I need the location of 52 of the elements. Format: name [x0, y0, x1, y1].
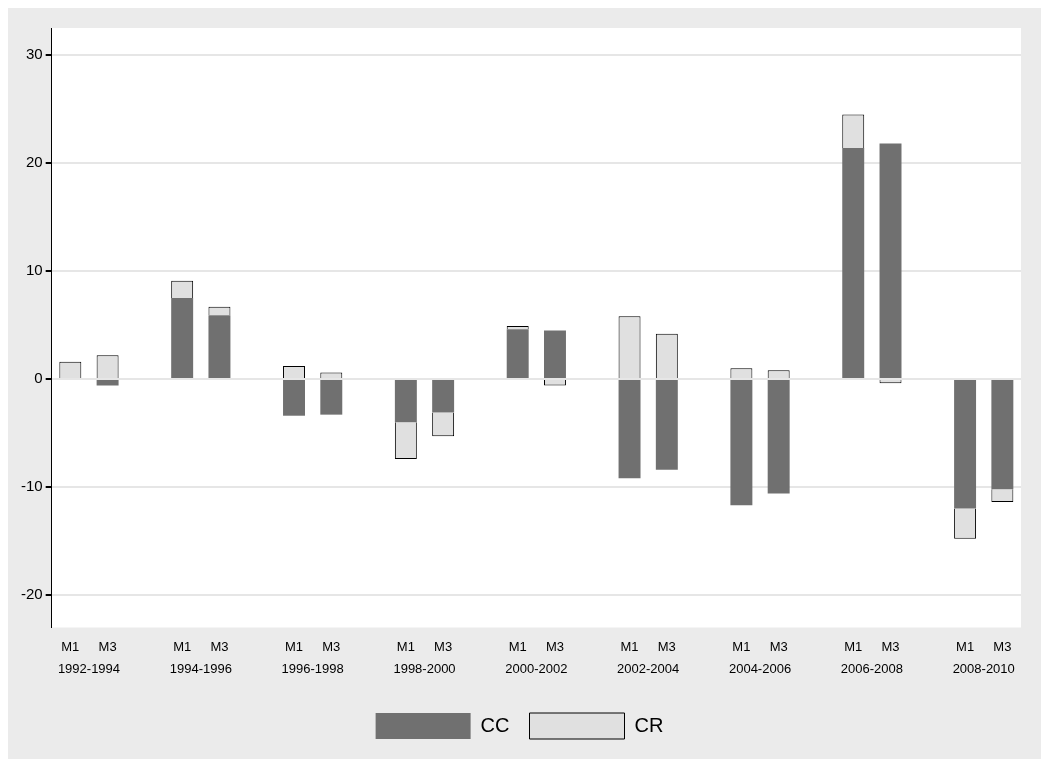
bar [954, 380, 977, 509]
y-tick-label: 20 [25, 153, 43, 171]
x-tick-label: M1 [732, 638, 751, 654]
x-tick-label: M1 [396, 638, 415, 654]
text: 2008-2010 [952, 661, 1015, 677]
x-tick-label: M1 [284, 638, 304, 654]
legend-label: CR [634, 713, 664, 736]
x-tick-label: M1 [844, 638, 863, 654]
x-tick-label: M3 [210, 638, 229, 654]
bar [655, 380, 678, 470]
x-tick-label: M3 [322, 638, 341, 654]
x-tick-label: M3 [769, 638, 788, 654]
x-tick-label: M1 [61, 638, 80, 654]
text: 2004-2006 [728, 661, 792, 677]
x-tick-label: M3 [98, 638, 117, 654]
bar [208, 315, 231, 378]
x-tick-label: M3 [434, 638, 453, 654]
bar [432, 380, 455, 413]
text: 2000-2002 [505, 661, 568, 677]
y-tick-label: -20 [20, 585, 43, 603]
bar [767, 380, 790, 494]
legend-label: CC [480, 713, 510, 736]
text: 1998-2000 [393, 661, 456, 677]
bar [879, 143, 902, 378]
x-tick-label: M3 [657, 638, 676, 654]
bar [171, 298, 194, 378]
bar [730, 380, 753, 506]
y-tick-label: 0 [34, 369, 43, 387]
text: 2002-2004 [617, 661, 680, 677]
bar [991, 380, 1014, 490]
x-tick-label: M3 [993, 638, 1012, 654]
bar [320, 380, 343, 415]
y-tick-label: -10 [20, 477, 43, 495]
bar [544, 330, 566, 378]
bar [506, 329, 529, 378]
text: 2006-2008 [840, 661, 903, 677]
x-tick-label: M3 [545, 638, 565, 654]
text: 1992-1994 [57, 661, 121, 677]
x-tick-label: M3 [881, 638, 900, 654]
bar [618, 380, 641, 479]
text: 1994-1996 [169, 661, 232, 677]
bar [96, 380, 119, 386]
x-tick-label: M1 [956, 638, 975, 654]
x-tick-label: M1 [508, 638, 527, 654]
x-tick-label: M1 [173, 638, 192, 654]
text: 1996-1998 [281, 661, 344, 677]
x-tick-label: M1 [620, 638, 639, 654]
bar [842, 147, 865, 378]
y-tick-label: 10 [25, 261, 43, 279]
y-tick-label: 30 [25, 45, 43, 63]
bar [283, 380, 305, 416]
bar [394, 380, 417, 423]
